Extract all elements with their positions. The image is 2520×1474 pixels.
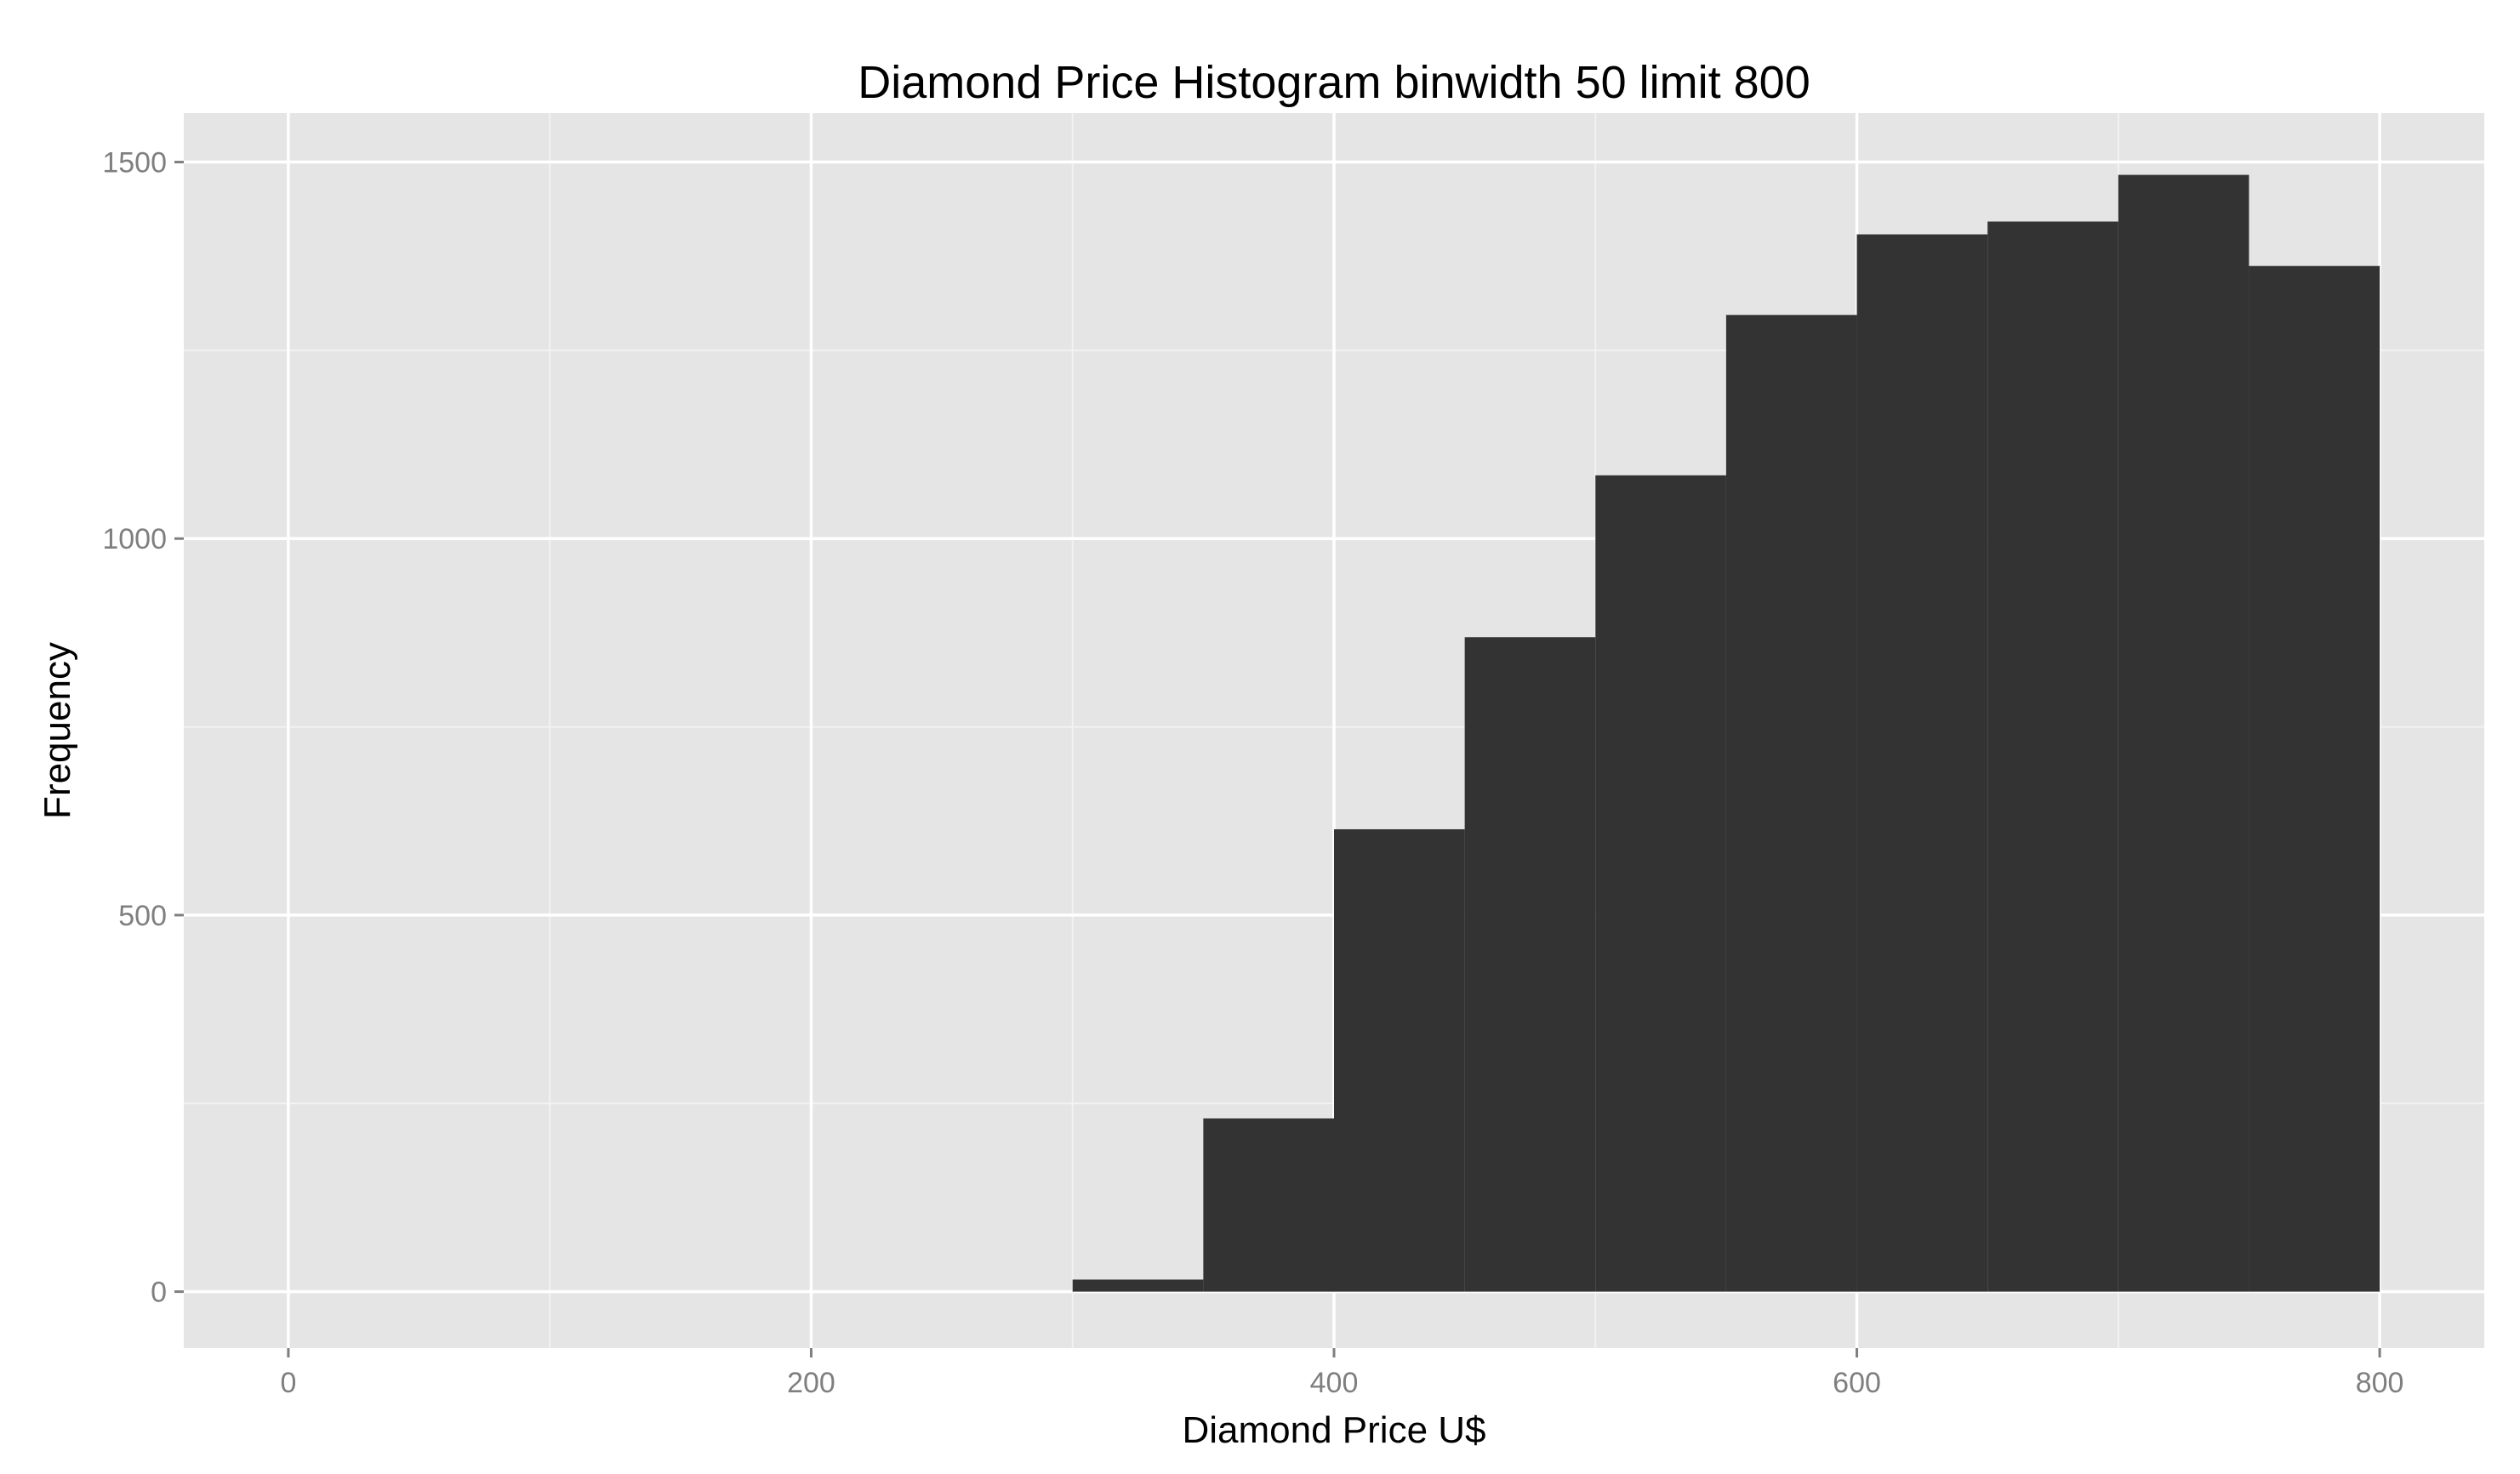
y-axis-title: Frequency [37, 642, 78, 819]
chart-title: Diamond Price Histogram binwidth 50 limi… [858, 57, 1810, 108]
histogram-bar [1856, 234, 1988, 1292]
histogram-bar [2249, 265, 2380, 1292]
y-tick-label: 1500 [102, 147, 167, 179]
histogram-bar [1334, 828, 1465, 1292]
x-tick-label: 0 [280, 1367, 296, 1399]
x-tick-label: 200 [787, 1367, 835, 1399]
histogram-bar [1595, 475, 1726, 1292]
histogram-bar [2118, 174, 2249, 1292]
x-tick-label: 400 [1310, 1367, 1359, 1399]
y-tick-label: 1000 [102, 523, 167, 555]
y-tick-label: 500 [118, 900, 167, 932]
y-tick-label: 0 [151, 1277, 167, 1309]
histogram-bar [1072, 1279, 1204, 1292]
histogram-bars [1072, 174, 2380, 1292]
histogram-bar [1203, 1118, 1334, 1292]
x-axis-title: Diamond Price U$ [1182, 1409, 1485, 1451]
y-axis-ticks: 0 500 1000 1500 [102, 147, 184, 1309]
x-axis-ticks: 0 200 400 600 800 [280, 1348, 2403, 1399]
x-tick-label: 600 [1833, 1367, 1881, 1399]
histogram-bar [1464, 637, 1596, 1292]
x-tick-label: 800 [2356, 1367, 2404, 1399]
histogram-bar [1987, 221, 2118, 1292]
histogram-bar [1725, 315, 1857, 1292]
